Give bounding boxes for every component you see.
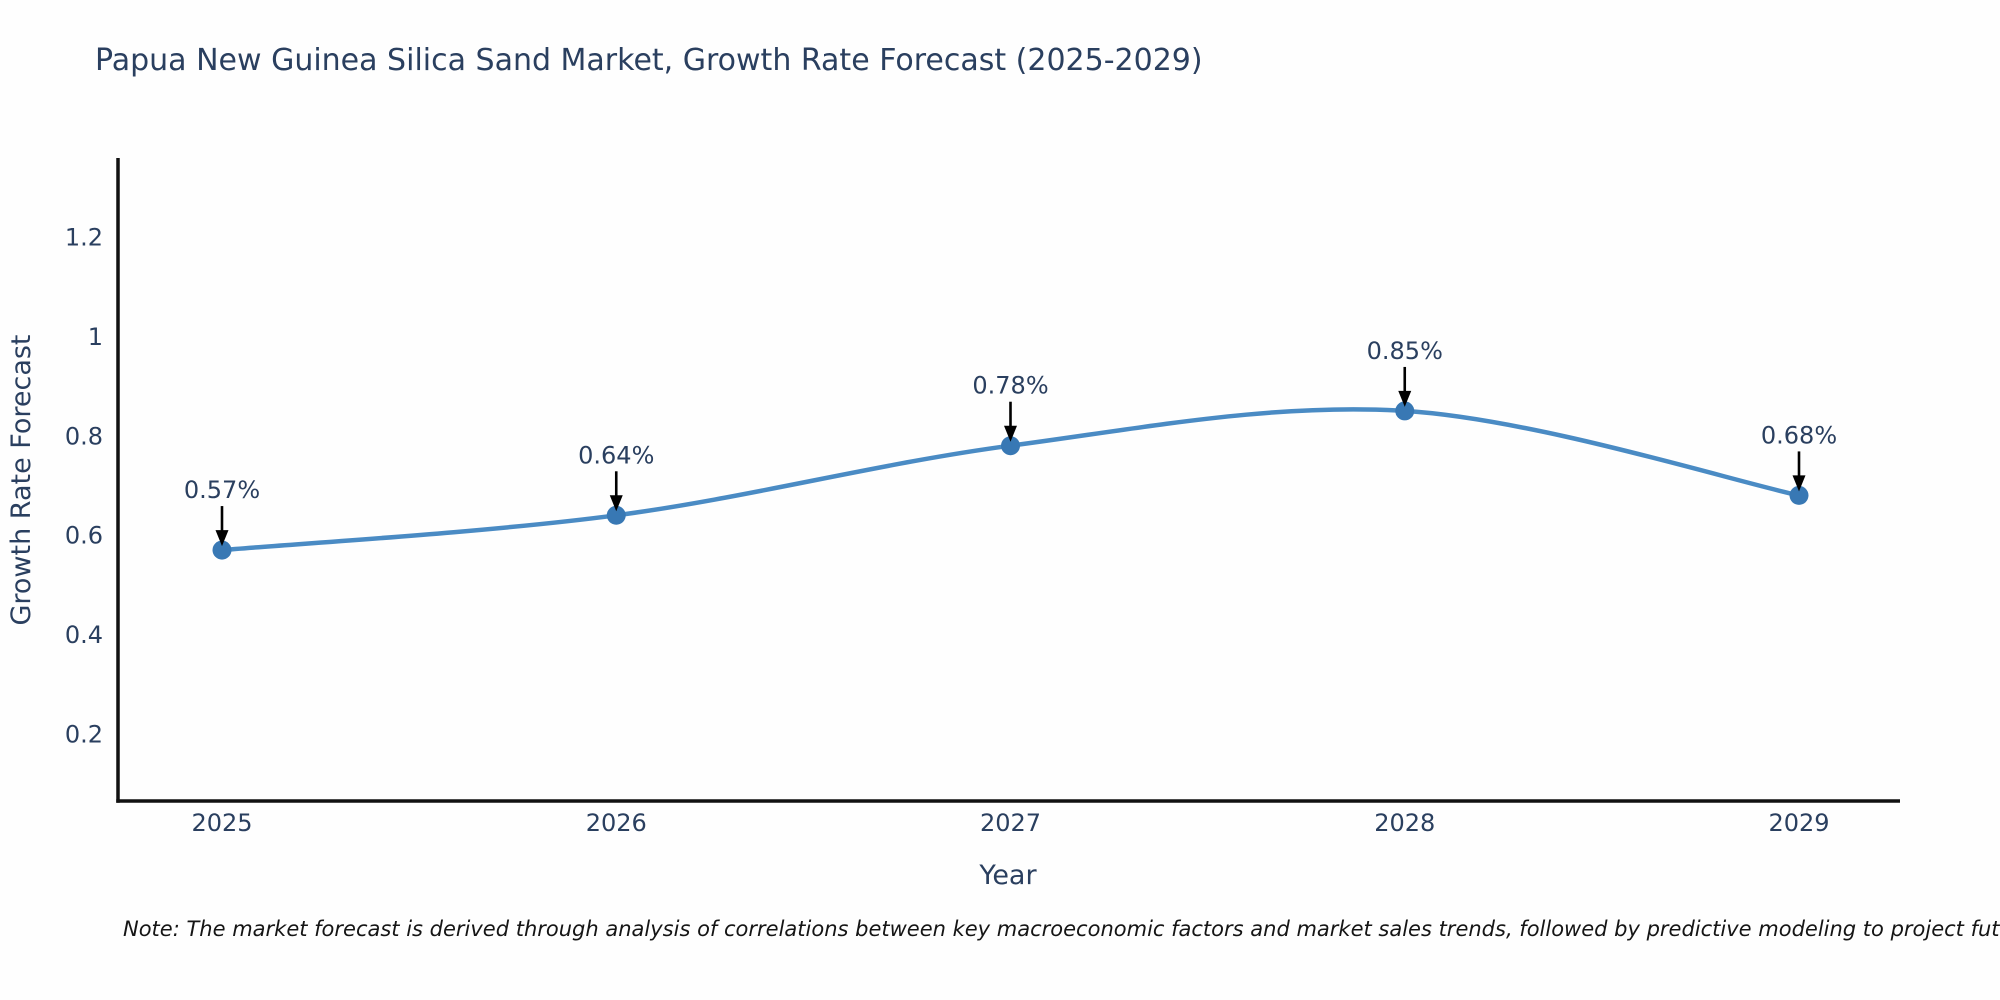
y-tick-label: 1 (88, 323, 103, 351)
footnote: Note: The market forecast is derived thr… (123, 917, 2000, 941)
data-annotations: 0.57% 0.64% 0.78% 0.85% 0.68% (184, 337, 1837, 547)
y-tick-label: 0.2 (65, 720, 103, 748)
data-point-label: 0.78% (972, 372, 1048, 400)
data-point-label: 0.57% (184, 476, 260, 504)
annotation-arrowhead-icon (609, 495, 623, 512)
data-point-marker (1395, 401, 1415, 421)
data-point-label: 0.64% (578, 441, 654, 469)
y-tick-label: 0.8 (65, 422, 103, 450)
data-point-marker (1001, 436, 1020, 456)
data-point-label: 0.85% (1367, 337, 1443, 365)
y-axis-title: Growth Rate Forecast (6, 334, 37, 625)
y-tick-label: 0.4 (65, 621, 103, 649)
x-axis-title: Year (978, 860, 1037, 891)
chart-title: Papua New Guinea Silica Sand Market, Gro… (95, 43, 1203, 78)
data-point-markers (212, 401, 1809, 560)
data-point-marker (1789, 485, 1809, 505)
x-tick-label: 2029 (1768, 809, 1829, 837)
y-tick-label: 1.2 (65, 224, 103, 252)
x-tick-label: 2026 (586, 809, 647, 837)
x-tick-label: 2025 (191, 809, 252, 837)
annotation-arrowhead-icon (215, 530, 229, 547)
x-tick-label: 2028 (1374, 809, 1435, 837)
data-point-label: 0.68% (1761, 421, 1837, 449)
y-tick-labels: 0.2 0.4 0.6 0.8 1 1.2 (65, 224, 103, 749)
x-tick-label: 2027 (980, 809, 1041, 837)
data-point-marker (606, 505, 626, 525)
annotation-arrowhead-icon (1398, 390, 1412, 407)
data-point-marker (212, 540, 232, 560)
annotation-arrowhead-icon (1004, 425, 1017, 442)
x-tick-labels: 2025 2026 2027 2028 2029 (191, 809, 1829, 837)
y-tick-label: 0.6 (65, 522, 103, 550)
annotation-arrowhead-icon (1792, 475, 1806, 492)
